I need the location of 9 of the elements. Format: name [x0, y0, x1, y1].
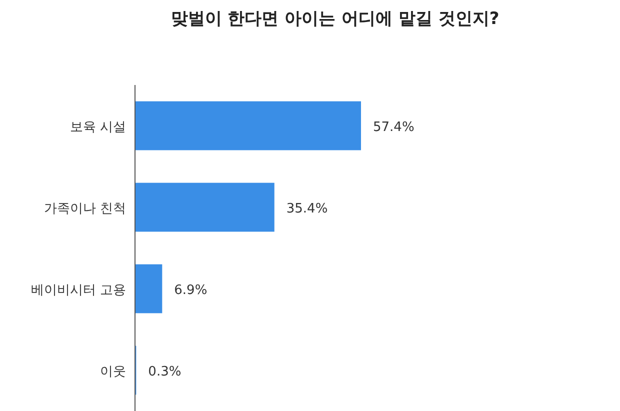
- data-label: 6.9%: [174, 282, 208, 298]
- y-tick-label: 베이비시터 고용: [30, 282, 126, 298]
- y-tick-label: 보육 시설: [70, 120, 126, 135]
- data-label: 0.3%: [148, 364, 182, 380]
- data-label: 57.4%: [373, 120, 414, 135]
- y-tick-label: 이웃: [100, 364, 126, 380]
- y-tick-label: 가족이나 친척: [44, 201, 126, 216]
- data-label: 35.4%: [286, 201, 328, 216]
- chart-title: 맞벌이 한다면 아이는 어디에 맡길 것인지?: [170, 9, 500, 29]
